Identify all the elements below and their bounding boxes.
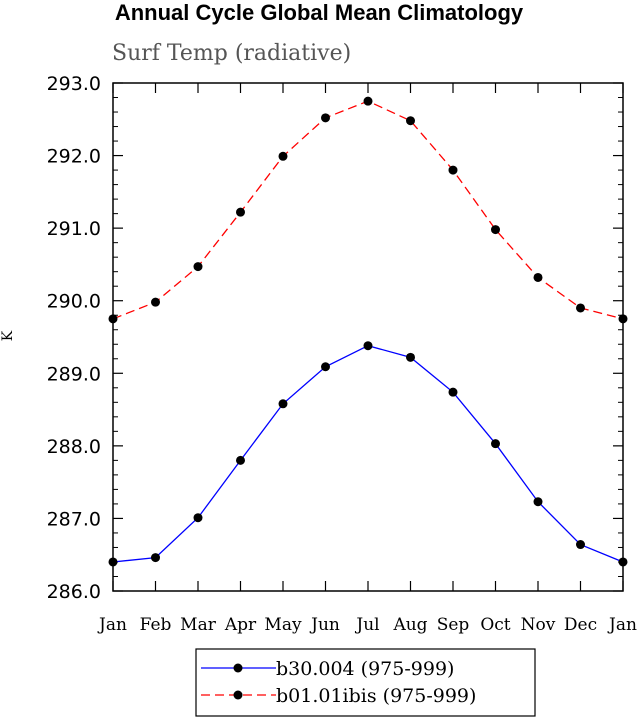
series-point — [618, 314, 628, 324]
y-tick-label: 287.0 — [47, 508, 101, 530]
legend-marker — [233, 690, 243, 700]
x-tick-label: Sep — [437, 615, 470, 635]
series-point — [406, 116, 415, 126]
plot-axes: 286.0 287.0 288.0 289.0 290.0 291.0 292.0 293.0… — [47, 73, 637, 635]
series-line — [112, 345, 624, 563]
y-tick-label: 290.0 — [47, 291, 101, 313]
x-tick-label: Feb — [140, 615, 172, 635]
x-tick-label: Apr — [224, 615, 257, 635]
legend-box — [195, 648, 536, 717]
x-tick-label: Aug — [392, 615, 427, 635]
x-tick-label: Oct — [480, 615, 510, 635]
series-point — [151, 297, 160, 307]
x-tick-label: Dec — [564, 615, 597, 635]
series-point — [236, 455, 245, 465]
series-point — [491, 225, 500, 235]
series-point — [448, 165, 458, 175]
y-tick-label: 291.0 — [47, 218, 101, 240]
plot-frame — [112, 82, 624, 592]
series-point — [576, 303, 585, 313]
series-point — [108, 557, 118, 567]
x-tick-label: Mar — [180, 615, 217, 635]
x-tick-label: Jan — [97, 615, 127, 635]
series-point — [278, 151, 288, 161]
legend-marker — [233, 663, 243, 673]
series-point — [321, 362, 330, 372]
series-point — [108, 314, 118, 324]
series-point — [193, 513, 203, 523]
chart-subtitle: Surf Temp (radiative) — [112, 41, 351, 66]
series-point — [193, 262, 203, 272]
legend-label: b30.004 (975-999) — [276, 658, 454, 680]
y-tick-label: 286.0 — [47, 581, 101, 603]
series-layer — [108, 96, 628, 567]
chart-title: Annual Cycle Global Mean Climatology — [114, 0, 524, 25]
x-tick-label: May — [264, 615, 302, 635]
y-tick-label: 292.0 — [47, 146, 101, 168]
series-point — [363, 341, 373, 351]
series-line — [112, 100, 624, 320]
y-tick-label: 288.0 — [47, 436, 101, 458]
series-point — [533, 497, 543, 507]
series-point — [321, 113, 330, 123]
y-tick-label: 289.0 — [47, 363, 101, 385]
x-tick-label: Jul — [354, 615, 379, 635]
series-point — [448, 387, 458, 397]
legend-label: b01.01ibis (975-999) — [276, 685, 476, 707]
series-point — [278, 399, 288, 409]
x-tick-label: Nov — [521, 615, 556, 635]
series-point — [151, 553, 160, 563]
x-tick-label: Jun — [309, 615, 340, 635]
series-point — [491, 439, 500, 449]
series-point — [576, 540, 585, 550]
series-point — [533, 272, 543, 282]
series-point — [363, 96, 373, 106]
y-axis-label: K — [0, 330, 16, 341]
series-point — [236, 207, 245, 217]
x-tick-label: Jan — [607, 615, 637, 635]
series-point — [618, 557, 628, 567]
series-point — [406, 352, 415, 362]
legend: b30.004 (975-999) b01.01ibis (975-999) — [195, 648, 536, 717]
y-tick-label: 293.0 — [47, 73, 101, 95]
